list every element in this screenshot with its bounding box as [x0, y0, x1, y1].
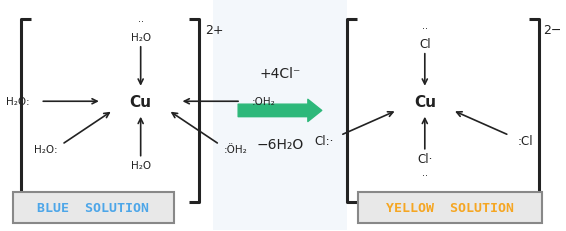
- Polygon shape: [213, 1, 347, 230]
- Text: −6H₂O: −6H₂O: [256, 137, 303, 151]
- Text: ··: ··: [422, 24, 428, 34]
- Text: +4Cl⁻: +4Cl⁻: [259, 66, 301, 80]
- Text: ··: ··: [422, 170, 428, 180]
- FancyBboxPatch shape: [12, 192, 174, 223]
- FancyBboxPatch shape: [358, 192, 542, 223]
- Text: 2+: 2+: [205, 24, 223, 37]
- Text: 2−: 2−: [543, 24, 561, 37]
- Text: Cu: Cu: [130, 94, 152, 109]
- Text: Cl:·: Cl:·: [315, 134, 334, 147]
- Text: H₂O: H₂O: [131, 161, 151, 171]
- Text: Cl: Cl: [419, 38, 431, 51]
- Text: Cl·: Cl·: [417, 152, 432, 165]
- Text: H₂O:: H₂O:: [6, 97, 30, 107]
- FancyArrowPatch shape: [238, 100, 321, 122]
- Text: :OH₂: :OH₂: [251, 97, 275, 107]
- Text: :Cl: :Cl: [517, 134, 533, 147]
- Text: ··: ··: [138, 17, 144, 27]
- Text: H₂O: H₂O: [131, 33, 151, 43]
- Text: H₂O:: H₂O:: [34, 145, 58, 155]
- Text: BLUE  SOLUTION: BLUE SOLUTION: [37, 201, 149, 214]
- Text: Cu: Cu: [414, 94, 436, 109]
- Text: :ÖH₂: :ÖH₂: [224, 145, 247, 155]
- Text: YELLOW  SOLUTION: YELLOW SOLUTION: [386, 201, 514, 214]
